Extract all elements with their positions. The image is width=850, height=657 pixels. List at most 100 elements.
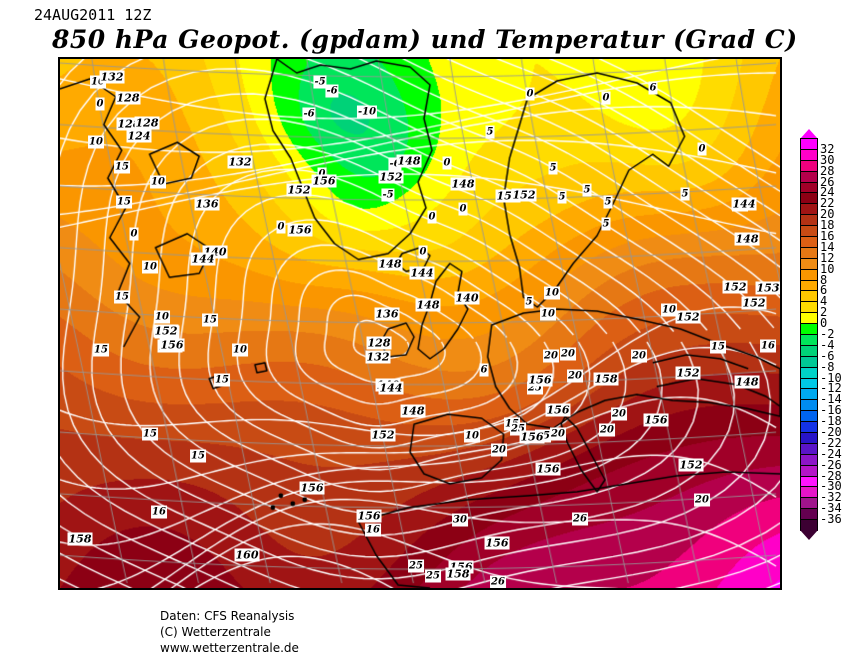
temperature-contour-label: 15 — [214, 373, 230, 387]
temperature-contour-label: 10 — [142, 260, 158, 274]
temperature-contour-label: 5 — [485, 125, 495, 139]
temperature-contour-label: 0 — [129, 227, 139, 241]
temperature-contour-label: 10 — [661, 303, 677, 317]
colorbar-band — [800, 312, 818, 325]
colorbar-band — [800, 432, 818, 444]
geopotential-contour-label: 160 — [234, 548, 260, 562]
colorbar-band — [800, 225, 818, 237]
temperature-contour-label: 25 — [425, 569, 441, 583]
attribution-copyright: (C) Wetterzentrale — [160, 625, 271, 639]
temperature-contour-label: 15 — [202, 313, 218, 327]
colorbar-tick-label: 32 — [820, 141, 835, 156]
colorbar-tick-label: -8 — [820, 359, 835, 374]
colorbar-band — [800, 355, 818, 368]
temperature-contour-label: 0 — [427, 210, 437, 224]
temperature-contour-label: 26 — [572, 512, 588, 526]
temperature-contour-label: 15 — [190, 449, 206, 463]
colorbar-tick-label: 6 — [820, 283, 828, 298]
temperature-contour-label: 0 — [317, 167, 327, 181]
colorbar-band — [800, 519, 818, 531]
colorbar-tick-label: -20 — [820, 425, 842, 439]
attribution-source: Daten: CFS Reanalysis — [160, 609, 295, 623]
geopotential-contour-label: 148 — [734, 375, 760, 389]
geopotential-contour-label: 152 — [722, 280, 748, 294]
geopotential-contour-label: 156 — [527, 373, 553, 387]
colorbar-tick-label: -26 — [820, 457, 842, 472]
colorbar-band — [800, 453, 818, 466]
colorbar-band — [800, 475, 818, 488]
geopotential-contour-label: 144 — [731, 197, 757, 211]
colorbar-tick-label: -12 — [820, 381, 842, 396]
geopotential-contour-label: 156 — [299, 481, 325, 495]
temperature-contour-label: 10 — [232, 343, 248, 357]
colorbar-tick-label: 24 — [820, 185, 835, 200]
temperature-contour-label: 20 — [631, 349, 647, 363]
weather-map[interactable]: 10 0 10 10 15 15 0 10 15 10 15 10 15 15 15 15 16 16 0 0 5 5 5 5… — [58, 57, 782, 590]
colorbar-tick-label: -10 — [820, 370, 842, 385]
geopotential-contour-label: 152 — [678, 458, 704, 472]
colorbar-band — [800, 497, 818, 510]
geopotential-contour-label: 148 — [415, 298, 441, 312]
colorbar-tick-label: -22 — [820, 435, 842, 450]
temperature-contour-label: 5 — [548, 161, 558, 175]
geopotential-contour-label: 132 — [99, 70, 125, 84]
colorbar-tick-label: 10 — [820, 261, 835, 276]
colorbar-band — [800, 334, 818, 346]
temperature-contour-label: 20 — [560, 347, 576, 361]
geopotential-contour-label: 158 — [593, 372, 619, 386]
geopotential-contour-label: 156 — [311, 174, 337, 188]
geopotential-contour-label: 132 — [227, 155, 253, 169]
geopotential-contour-label: 158 — [445, 567, 471, 581]
geopotential-contour-label: 128 — [115, 91, 141, 105]
colorbar-tick-label: 2 — [820, 305, 828, 320]
geopotential-contour-label: 156 — [545, 403, 571, 417]
temperature-contour-label: 20 — [543, 349, 559, 363]
colorbar-tick-label: 18 — [820, 218, 835, 233]
colorbar-band — [800, 486, 818, 499]
colorbar-band — [800, 279, 818, 292]
temperature-contour-label: 0 — [697, 142, 707, 156]
temperature-contour-label: 26 — [490, 575, 506, 588]
colorbar-band — [800, 344, 818, 357]
temperature-contour-label: 5 — [603, 195, 613, 209]
temperature-contour-label: 30 — [452, 513, 468, 527]
colorbar-band — [800, 410, 818, 423]
colorbar-tick-label: 30 — [820, 152, 835, 167]
colorbar-band — [800, 421, 818, 433]
map-raster — [60, 59, 780, 588]
temperature-contour-label: 10 — [154, 310, 170, 324]
colorbar-band — [800, 290, 818, 303]
temperature-contour-label: 5 — [582, 183, 592, 197]
temperature-contour-label: 0 — [418, 245, 428, 259]
colorbar-band — [800, 442, 818, 455]
geopotential-contour-label: 152 — [675, 310, 701, 324]
temperature-contour-label: 10 — [540, 307, 556, 321]
temperature-contour-label: -6 — [325, 84, 339, 98]
geopotential-contour-label: 152 — [153, 324, 179, 338]
page-title: 850 hPa Geopot. (gpdam) und Temperatur (… — [52, 25, 798, 54]
geopotential-contour-label: 152 — [675, 366, 701, 380]
geopotential-contour-label: 156 — [535, 462, 561, 476]
geopotential-contour-label: 148 — [450, 177, 476, 191]
geopotential-contour-label: 136 — [374, 307, 400, 321]
temperature-contour-label: 6 — [648, 81, 658, 95]
geopotential-contour-label: 132 — [365, 350, 391, 364]
temperature-contour-label: 5 — [601, 217, 611, 231]
colorbar-tick-label: 0 — [820, 316, 828, 331]
colorbar-band — [800, 301, 818, 314]
colorbar-tick-label: 22 — [820, 196, 835, 211]
temperature-contour-label: 15 — [142, 427, 158, 441]
temperature-contour-label: 20 — [491, 443, 507, 457]
geopotential-contour-label: 144 — [190, 252, 216, 266]
temperature-contour-label: 20 — [550, 427, 566, 441]
temperature-contour-label: -10 — [356, 105, 378, 119]
geopotential-contour-label: 148 — [377, 257, 403, 271]
colorbar-band — [800, 377, 818, 390]
temperature-contour-label: 15 — [114, 160, 130, 174]
geopotential-contour-label: 156 — [643, 413, 669, 427]
date-stamp: 24AUG2011 12Z — [34, 6, 152, 24]
temperature-contour-label: 15 — [116, 195, 132, 209]
colorbar-tick-label: -28 — [820, 468, 842, 483]
colorbar-tick-label: -32 — [820, 490, 842, 505]
geopotential-contour-label: 156 — [356, 509, 382, 523]
